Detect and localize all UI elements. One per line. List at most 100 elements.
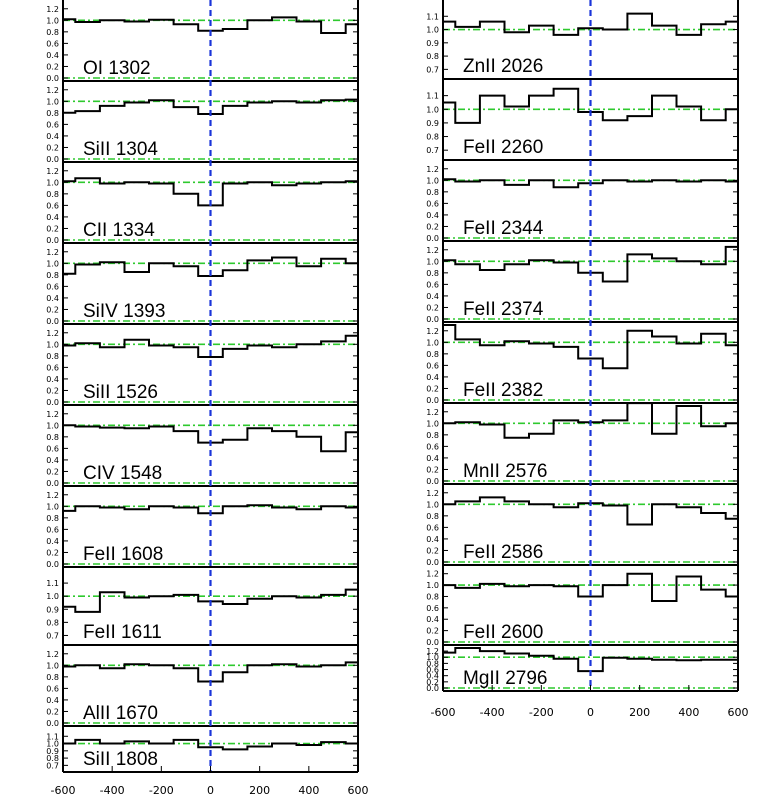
panel-siii-1808: 0.70.80.91.01.1 SiII 1808 bbox=[46, 725, 358, 770]
panel-znii-2026: 0.7 0.8 0.9 1.0 1.1 ZnII 2026 bbox=[426, 12, 738, 77]
ytick-label: 1.2 bbox=[46, 86, 59, 95]
ytick-label: 0.9 bbox=[46, 605, 59, 614]
ytick-label: 0.8 bbox=[46, 28, 59, 37]
ytick-label: 1.2 bbox=[426, 246, 439, 255]
ytick-label: 0.8 bbox=[46, 673, 59, 682]
ytick-label: 0.6 bbox=[426, 666, 439, 675]
panel-feii-2586: 0.0 0.2 0.4 0.6 0.8 1.0 1.2 FeII 2586 bbox=[426, 483, 738, 567]
ytick-label: 0.8 bbox=[46, 433, 59, 442]
ytick-label: 1.0 bbox=[426, 176, 439, 185]
panel-oi-1302: 0.0 0.2 0.4 0.6 0.8 1.0 1.2 OI 1302 bbox=[46, 5, 358, 83]
ytick-label: 0.8 bbox=[426, 350, 439, 359]
ytick-label: 0.0 bbox=[426, 234, 439, 243]
ytick-label: 0.0 bbox=[426, 558, 439, 567]
xtick-label: -200 bbox=[149, 784, 174, 797]
flux-step-4 bbox=[63, 334, 358, 358]
ytick-label: 0.0 bbox=[46, 155, 59, 164]
panel-siii-1526: 0.0 0.2 0.4 0.6 0.8 1.0 1.2 SiII 1526 bbox=[46, 323, 358, 407]
ion-label: FeII 1611 bbox=[83, 622, 162, 643]
ytick-label: 1.2 bbox=[426, 489, 439, 498]
ytick-label: 0.8 bbox=[46, 190, 59, 199]
ytick-label: 0.0 bbox=[426, 315, 439, 324]
ion-label: FeII 1608 bbox=[83, 544, 163, 565]
xtick-label: -400 bbox=[100, 784, 125, 797]
panel-alii-1670: 0.0 0.2 0.4 0.6 0.8 1.0 1.2 AlII 1670 bbox=[46, 644, 358, 728]
ion-label: MgII 2796 bbox=[463, 668, 548, 689]
ytick-label: 0.2 bbox=[426, 303, 439, 312]
ytick-label: 0.8 bbox=[46, 514, 59, 523]
ytick-label: 0.8 bbox=[426, 52, 439, 61]
panel-feii-2600: 0.0 0.2 0.4 0.6 0.8 1.0 1.2 FeII 2600 bbox=[426, 564, 738, 647]
flux-step-5 bbox=[63, 424, 358, 453]
ion-label: FeII 2586 bbox=[463, 542, 543, 563]
ytick-label: 1.1 bbox=[46, 579, 59, 588]
ion-label: CIV 1548 bbox=[83, 463, 162, 484]
ytick-label: 1.1 bbox=[46, 732, 59, 741]
ytick-label: 0.6 bbox=[426, 199, 439, 208]
ytick-label: 0.0 bbox=[46, 719, 59, 728]
ytick-label: 1.2 bbox=[46, 329, 59, 338]
flux-step-7 bbox=[443, 572, 738, 602]
ytick-label: 0.2 bbox=[426, 222, 439, 231]
ytick-label: 0.6 bbox=[426, 523, 439, 532]
ytick-label: 0.6 bbox=[46, 684, 59, 693]
ion-label: CII 1334 bbox=[83, 220, 155, 241]
ytick-label: 0.7 bbox=[426, 65, 439, 74]
ytick-label: 0.8 bbox=[46, 352, 59, 361]
ytick-label: 0.4 bbox=[426, 292, 439, 301]
ytick-label: 0.8 bbox=[426, 512, 439, 521]
ytick-label: 1.0 bbox=[426, 653, 439, 662]
ytick-label: 0.0 bbox=[426, 477, 439, 486]
panel-cii-1334: 0.0 0.2 0.4 0.6 0.8 1.0 1.2 CII 1334 bbox=[46, 161, 358, 245]
ytick-label: 0.8 bbox=[46, 271, 59, 280]
xtick-label: 600 bbox=[348, 784, 369, 797]
ytick-label: 0.8 bbox=[46, 109, 59, 118]
ytick-label: 1.0 bbox=[426, 581, 439, 590]
flux-step-9 bbox=[63, 738, 358, 751]
ytick-label: 1.2 bbox=[46, 248, 59, 257]
ytick-label: 1.2 bbox=[426, 570, 439, 579]
ytick-label: 0.9 bbox=[426, 119, 439, 128]
panel-feii-2344: 0.0 0.2 0.4 0.6 0.8 1.0 1.2 FeII 2344 bbox=[426, 159, 738, 243]
ion-label: SiII 1526 bbox=[83, 382, 158, 403]
ytick-label: 0.9 bbox=[426, 39, 439, 48]
xtick-label: 0 bbox=[587, 706, 594, 719]
ytick-label: 1.2 bbox=[46, 167, 59, 176]
xtick-label: 200 bbox=[249, 784, 270, 797]
panel-siiv-1393: 0.0 0.2 0.4 0.6 0.8 1.0 1.2 SiIV 1393 bbox=[46, 242, 358, 326]
ytick-label: 1.0 bbox=[426, 419, 439, 428]
ytick-label: 1.2 bbox=[46, 650, 59, 659]
ytick-label: 0.0 bbox=[426, 396, 439, 405]
ytick-label: 0.7 bbox=[46, 761, 59, 770]
xtick-label: -400 bbox=[480, 706, 505, 719]
ytick-label: 0.2 bbox=[46, 143, 59, 152]
ytick-label: 1.0 bbox=[46, 16, 59, 25]
panel-feii-1611: 0.7 0.8 0.9 1.0 1.1 FeII 1611 bbox=[46, 566, 358, 643]
ytick-label: 0.4 bbox=[426, 373, 439, 382]
panel-feii-2374: 0.0 0.2 0.4 0.6 0.8 1.0 1.2 FeII 2374 bbox=[426, 240, 738, 324]
ytick-label: 0.7 bbox=[426, 146, 439, 155]
ytick-label: 0.8 bbox=[426, 188, 439, 197]
ytick-label: 0.8 bbox=[426, 133, 439, 142]
ion-label: FeII 2600 bbox=[463, 622, 543, 643]
ytick-label: 0.6 bbox=[426, 361, 439, 370]
ion-label: FeII 2260 bbox=[463, 137, 543, 158]
ytick-label: 0.6 bbox=[46, 282, 59, 291]
ytick-label: 0.2 bbox=[46, 707, 59, 716]
ytick-label: 0.2 bbox=[426, 465, 439, 474]
ytick-label: 0.8 bbox=[426, 592, 439, 601]
ytick-label: 1.2 bbox=[46, 491, 59, 500]
ion-label: MnII 2576 bbox=[463, 461, 548, 482]
xtick-label: -600 bbox=[51, 784, 76, 797]
ytick-label: 0.8 bbox=[46, 618, 59, 627]
ion-label: FeII 2382 bbox=[463, 380, 543, 401]
panel-feii-2382: 0.0 0.2 0.4 0.6 0.8 1.0 1.2 FeII 2382 bbox=[426, 321, 738, 405]
ytick-label: 0.0 bbox=[46, 317, 59, 326]
ytick-label: 0.2 bbox=[46, 548, 59, 557]
ytick-label: 1.0 bbox=[426, 257, 439, 266]
ytick-label: 1.2 bbox=[426, 408, 439, 417]
ytick-label: 0.8 bbox=[426, 269, 439, 278]
ytick-label: 1.0 bbox=[426, 500, 439, 509]
ytick-label: 1.0 bbox=[46, 661, 59, 670]
